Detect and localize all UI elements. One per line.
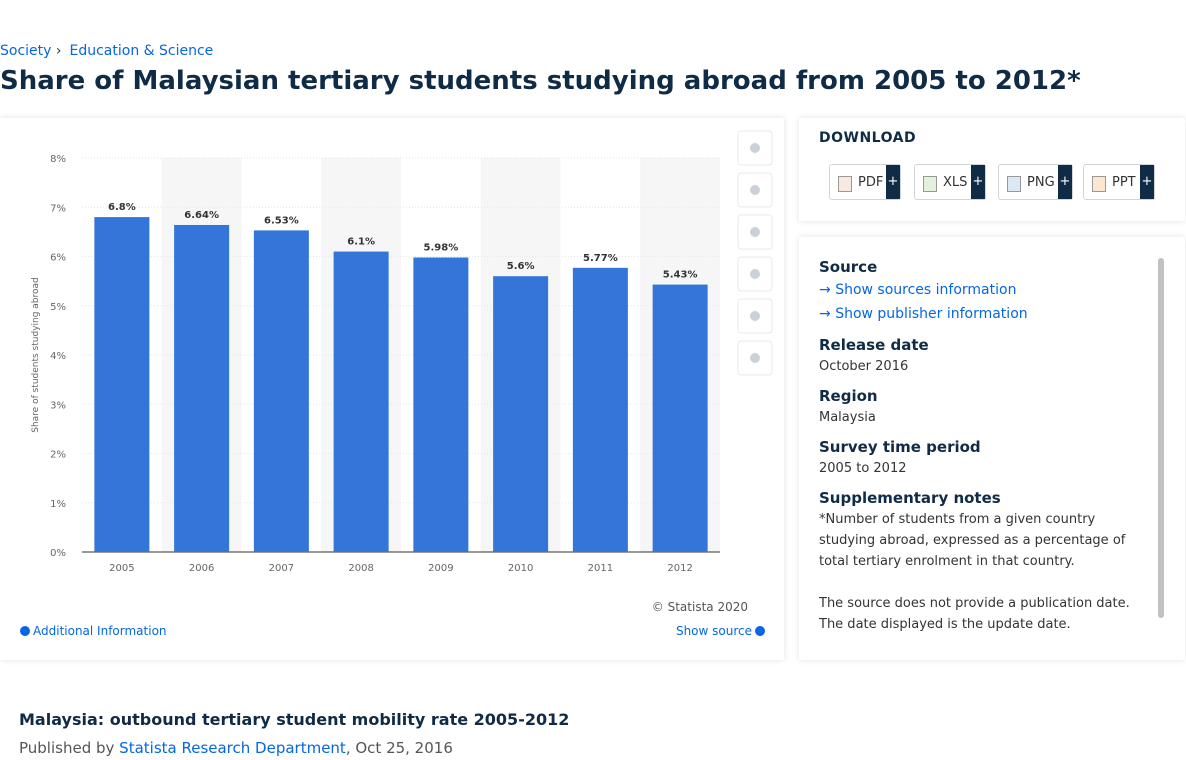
y-tick-label: 6% xyxy=(50,253,66,264)
detail-value: Malaysia xyxy=(819,410,876,425)
info-icon xyxy=(755,626,765,636)
value-label: 6.64% xyxy=(184,210,219,221)
format-label: PNG xyxy=(1027,175,1055,190)
note: The source does not provide a publicatio… xyxy=(819,596,1130,632)
x-tick-label: 2005 xyxy=(109,563,134,574)
bar xyxy=(413,257,469,552)
download-title: DOWNLOAD xyxy=(819,130,917,146)
source-label: Source xyxy=(819,258,878,276)
x-tick-label: 2007 xyxy=(269,563,294,574)
link-text: Show publisher information xyxy=(835,306,1028,322)
y-tick-label: 7% xyxy=(50,203,66,214)
published-by: Published by xyxy=(19,739,115,757)
bar xyxy=(253,230,309,552)
value-label: 6.53% xyxy=(264,215,299,226)
x-tick-label: 2008 xyxy=(348,563,373,574)
y-axis-label: Share of students studying abroad xyxy=(31,277,41,433)
x-tick-label: 2009 xyxy=(428,563,453,574)
breadcrumb-link[interactable]: Education & Science xyxy=(69,43,214,59)
download-button[interactable]: PNG xyxy=(998,164,1073,200)
notes-label: Supplementary notes xyxy=(819,489,1001,507)
details-card xyxy=(799,237,1185,660)
page-title: Share of Malaysian tertiary students stu… xyxy=(0,66,1081,96)
y-tick-label: 0% xyxy=(50,548,66,559)
breadcrumb-link[interactable]: Society xyxy=(0,43,70,59)
bar xyxy=(572,267,628,552)
y-tick-label: 8% xyxy=(50,154,66,165)
bar xyxy=(94,217,150,552)
bar xyxy=(333,251,389,552)
format-label: PPT xyxy=(1112,175,1136,190)
publication-title: Malaysia: outbound tertiary student mobi… xyxy=(19,710,570,729)
author-link[interactable]: Statista Research Department xyxy=(119,739,346,757)
detail-items: Release date October 2016 Region Malaysia Su… xyxy=(819,336,1149,479)
value-label: 5.98% xyxy=(424,242,459,253)
y-tick-label: 3% xyxy=(50,400,66,411)
copyright: © Statista 2020 xyxy=(652,600,748,614)
x-tick-label: 2006 xyxy=(189,563,214,574)
download-button[interactable]: PDF xyxy=(829,164,901,200)
scrollbar[interactable] xyxy=(1158,258,1164,618)
bar xyxy=(652,284,708,552)
bar xyxy=(174,224,230,553)
publication-date: Oct 25, 2016 xyxy=(355,739,453,757)
show-sources-link[interactable]: → Show sources information xyxy=(819,282,1017,298)
link-text: Show sources information xyxy=(835,282,1017,298)
side-buttons xyxy=(737,130,773,376)
x-tick-label: 2011 xyxy=(588,563,613,574)
info-icon xyxy=(20,626,30,636)
value-label: 6.1% xyxy=(347,237,375,248)
y-tick-label: 1% xyxy=(50,499,66,510)
y-tick-label: 5% xyxy=(50,302,66,313)
breadcrumb: SocietyEducation & Science xyxy=(0,43,213,59)
show-source-link[interactable]: Show source xyxy=(676,624,752,638)
detail-value: 2005 to 2012 xyxy=(819,461,907,476)
value-label: 5.43% xyxy=(663,270,698,281)
show-publisher-link[interactable]: → Show publisher information xyxy=(819,306,1028,322)
detail-label: Survey time period xyxy=(819,438,981,456)
x-tick-label: 2010 xyxy=(508,563,533,574)
detail-label: Region xyxy=(819,387,878,405)
download-button[interactable]: XLS xyxy=(914,164,986,200)
format-label: XLS xyxy=(943,175,968,190)
chart: Share of students studying abroad © Stat… xyxy=(20,130,773,638)
value-label: 6.8% xyxy=(108,202,136,213)
y-tick-label: 2% xyxy=(50,450,66,461)
bar xyxy=(493,276,549,552)
format-label: PDF xyxy=(858,175,884,190)
publication-info: Published by Statista Research Departmen… xyxy=(19,739,453,757)
detail-label: Release date xyxy=(819,336,929,354)
additional-info-link[interactable]: Additional Information xyxy=(33,624,167,638)
value-label: 5.6% xyxy=(507,261,535,272)
value-label: 5.77% xyxy=(583,253,618,264)
details: Source → Show sources information → Show… xyxy=(819,258,1149,644)
download-button[interactable]: PPT xyxy=(1083,164,1155,200)
y-tick-label: 4% xyxy=(50,351,66,362)
x-tick-label: 2012 xyxy=(667,563,692,574)
detail-value: October 2016 xyxy=(819,359,909,374)
note: *Number of students from a given country… xyxy=(819,512,1126,569)
